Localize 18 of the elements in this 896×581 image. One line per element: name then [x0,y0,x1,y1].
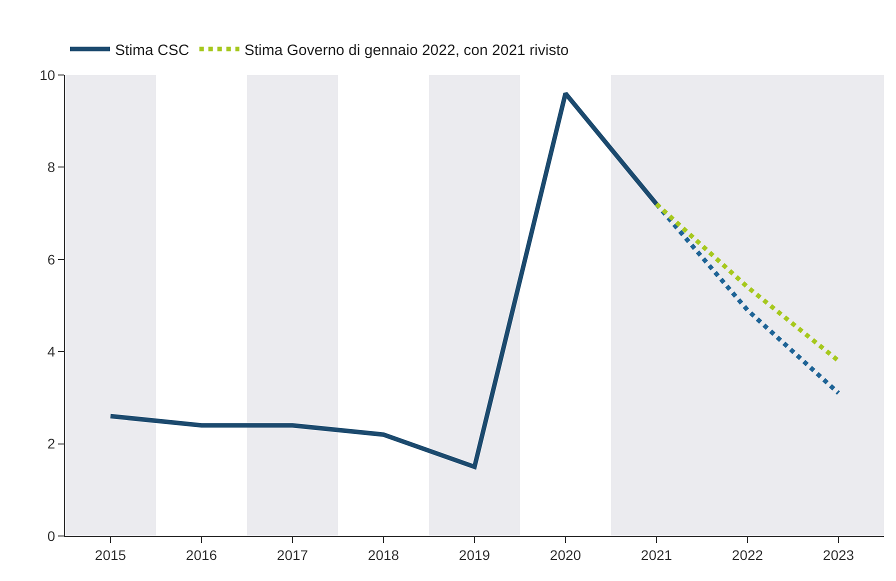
y-tick-label: 4 [47,344,56,360]
y-tick-label: 6 [47,251,56,268]
legend-label: Stima Governo di gennaio 2022, con 2021 rivisto [244,42,569,59]
legend-label: Stima CSC [115,42,190,59]
x-tick-label: 2023 [822,546,854,563]
x-tick-label: 2018 [368,546,400,563]
x-tick-label: 2022 [732,546,764,563]
x-tick-label: 2017 [276,546,308,563]
y-tick-label: 2 [47,436,56,452]
y-tick-label: 0 [47,528,56,544]
x-tick-label: 2015 [94,546,126,563]
x-tick-label: 2021 [640,546,672,563]
x-tick-label: 2020 [550,546,582,563]
x-tick-label: 2019 [458,546,490,563]
y-tick-label: 10 [40,66,56,83]
y-tick-label: 8 [47,159,56,176]
line-series [108,91,659,470]
x-tick-label: 2016 [186,546,218,563]
